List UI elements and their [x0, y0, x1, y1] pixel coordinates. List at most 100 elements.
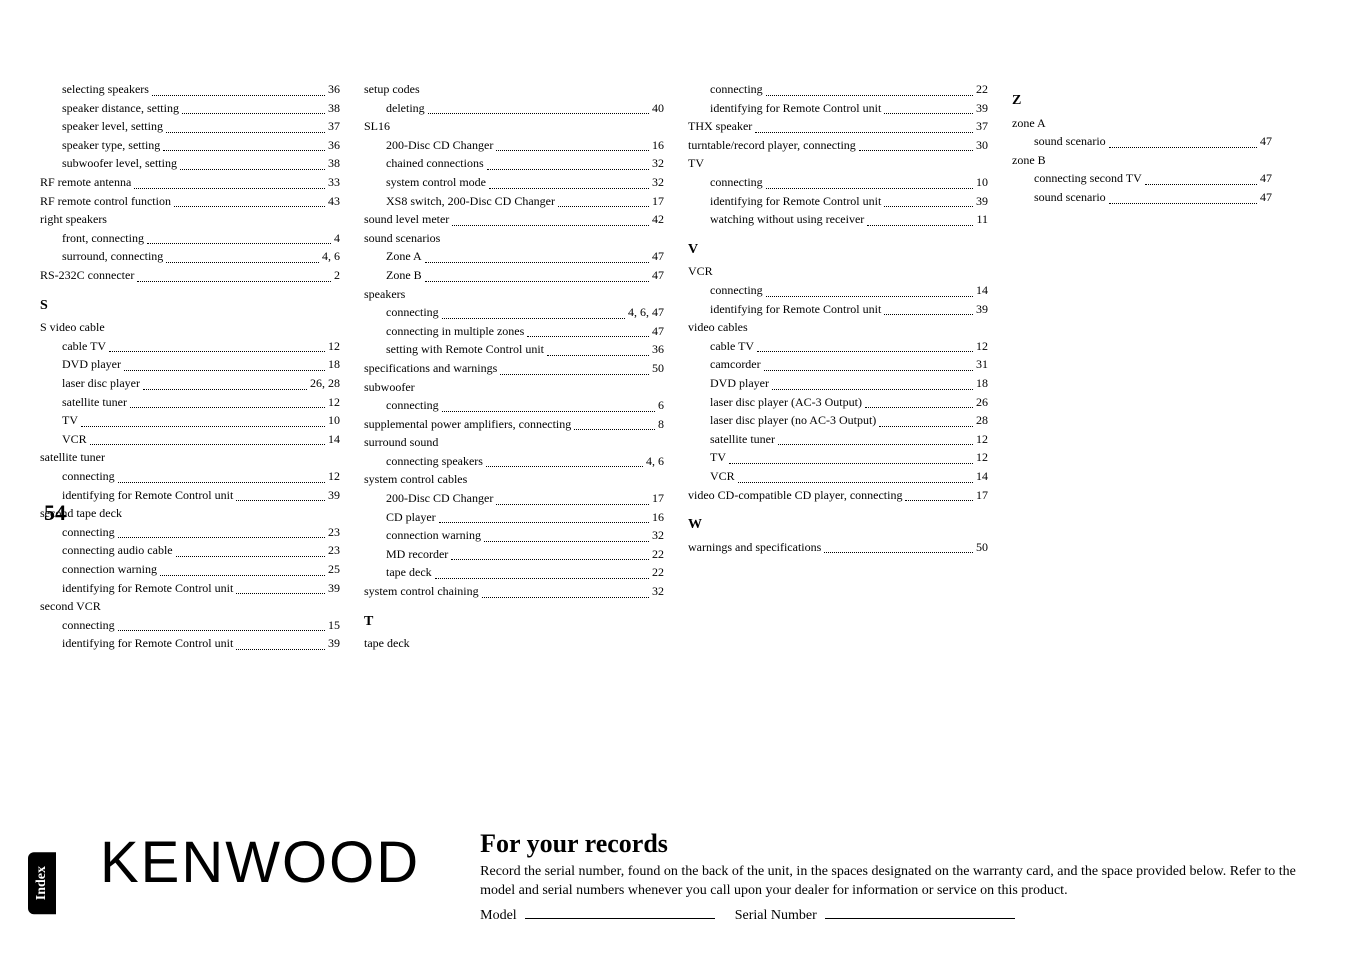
- index-entry-text: satellite tuner: [40, 448, 105, 467]
- index-dots: [487, 154, 649, 170]
- index-dots: [574, 415, 655, 431]
- index-entry: sound scenario 47: [1034, 188, 1272, 207]
- index-entry-text: speaker level, setting: [62, 117, 163, 136]
- index-entry-text: DVD player: [710, 374, 769, 393]
- index-page-ref: 12: [328, 337, 340, 356]
- index-entry-text: turntable/record player, connecting: [688, 136, 856, 155]
- index-entry-text: satellite tuner: [62, 393, 127, 412]
- index-entry: specifications and warnings 50: [364, 359, 664, 378]
- index-dots: [905, 486, 973, 502]
- index-dots: [500, 359, 649, 375]
- index-entry-text: identifying for Remote Control unit: [710, 300, 881, 319]
- index-entry-text: system control mode: [386, 173, 486, 192]
- index-page-ref: 14: [328, 430, 340, 449]
- index-dots: [884, 99, 973, 115]
- index-entry-text: subwoofer level, setting: [62, 154, 177, 173]
- index-entry-text: S video cable: [40, 318, 105, 337]
- index-dots: [147, 229, 331, 245]
- index-entry: identifying for Remote Control unit 39: [62, 486, 340, 505]
- index-dots: [482, 582, 649, 598]
- index-page-ref: 16: [652, 508, 664, 527]
- index-dots: [442, 396, 655, 412]
- index-entry: setting with Remote Control unit 36: [386, 340, 664, 359]
- index-dots: [772, 374, 973, 390]
- index-entry-text: connecting in multiple zones: [386, 322, 524, 341]
- index-entry-text: speaker distance, setting: [62, 99, 179, 118]
- index-entry: connecting second TV 47: [1034, 169, 1272, 188]
- logo-text-post: OOD: [282, 829, 420, 896]
- index-entry: system control mode 32: [386, 173, 664, 192]
- index-page-ref: 17: [652, 192, 664, 211]
- page-number: 54: [44, 500, 66, 526]
- index-entry-text: watching without using receiver: [710, 210, 864, 229]
- index-page-ref: 17: [652, 489, 664, 508]
- index-page-ref: 47: [652, 247, 664, 266]
- index-column-1: selecting speakers 36speaker distance, s…: [40, 80, 340, 653]
- index-page-ref: 47: [652, 266, 664, 285]
- index-entry-text: TV: [688, 154, 704, 173]
- index-entry-text: sound scenarios: [364, 229, 440, 248]
- index-entry-text: tape deck: [364, 634, 410, 653]
- index-entry-text: connecting: [710, 173, 763, 192]
- index-entry-text: identifying for Remote Control unit: [710, 192, 881, 211]
- index-page-ref: 37: [976, 117, 988, 136]
- index-page-ref: 26: [976, 393, 988, 412]
- index-entry-text: CD player: [386, 508, 436, 527]
- index-entry: connecting 22: [710, 80, 988, 99]
- index-entry: connection warning 25: [62, 560, 340, 579]
- index-letter: S: [40, 295, 340, 317]
- index-entry-text: deleting: [386, 99, 425, 118]
- index-page-ref: 50: [652, 359, 664, 378]
- index-entry-text: sound level meter: [364, 210, 449, 229]
- index-entry-text: front, connecting: [62, 229, 144, 248]
- index-entry-text: cable TV: [62, 337, 106, 356]
- index-page-ref: 10: [328, 411, 340, 430]
- index-page-ref: 18: [976, 374, 988, 393]
- index-dots: [130, 393, 325, 409]
- index-entry-text: surround, connecting: [62, 247, 163, 266]
- index-page-ref: 30: [976, 136, 988, 155]
- records-heading: For your records: [480, 829, 1311, 859]
- index-dots: [879, 411, 973, 427]
- index-entry-text: identifying for Remote Control unit: [62, 486, 233, 505]
- index-entry-text: VCR: [62, 430, 87, 449]
- index-entry-text: sound scenario: [1034, 132, 1106, 151]
- index-dots: [425, 247, 649, 263]
- index-entry-text: zone A: [1012, 114, 1046, 133]
- index-entry-text: surround sound: [364, 433, 438, 452]
- index-page-ref: 12: [976, 430, 988, 449]
- index-entry: CD player 16: [386, 508, 664, 527]
- index-entry: Zone B 47: [386, 266, 664, 285]
- index-page-ref: 40: [652, 99, 664, 118]
- index-entry: speaker level, setting 37: [62, 117, 340, 136]
- records-fields: Model Serial Number: [480, 907, 1311, 924]
- index-entry: second tape deck: [40, 504, 340, 523]
- index-entry-text: connecting: [62, 523, 115, 542]
- index-entry: identifying for Remote Control unit 39: [62, 634, 340, 653]
- index-entry: right speakers: [40, 210, 340, 229]
- index-entry-text: RS-232C connecter: [40, 266, 134, 285]
- model-blank: [525, 907, 715, 919]
- index-entry-text: video cables: [688, 318, 748, 337]
- index-page-ref: 36: [328, 136, 340, 155]
- index-entry-text: tape deck: [386, 563, 432, 582]
- index-page-ref: 12: [328, 393, 340, 412]
- index-letter: T: [364, 611, 664, 633]
- index-entry-text: RF remote antenna: [40, 173, 131, 192]
- index-page-ref: 39: [976, 99, 988, 118]
- index-dots: [489, 173, 649, 189]
- index-entry-text: TV: [710, 448, 726, 467]
- index-dots: [859, 136, 973, 152]
- index-dots: [884, 300, 973, 316]
- index-dots: [174, 192, 325, 208]
- index-entry: identifying for Remote Control unit 39: [710, 99, 988, 118]
- index-entry: XS8 switch, 200-Disc CD Changer 17: [386, 192, 664, 211]
- index-entry-text: Zone B: [386, 266, 422, 285]
- index-dots: [729, 448, 973, 464]
- index-entry: identifying for Remote Control unit 39: [62, 579, 340, 598]
- index-page-ref: 39: [328, 579, 340, 598]
- index-entry-text: connecting: [386, 303, 439, 322]
- index-entry: turntable/record player, connecting 30: [688, 136, 988, 155]
- index-entry: connecting 15: [62, 616, 340, 635]
- index-entry-text: Zone A: [386, 247, 422, 266]
